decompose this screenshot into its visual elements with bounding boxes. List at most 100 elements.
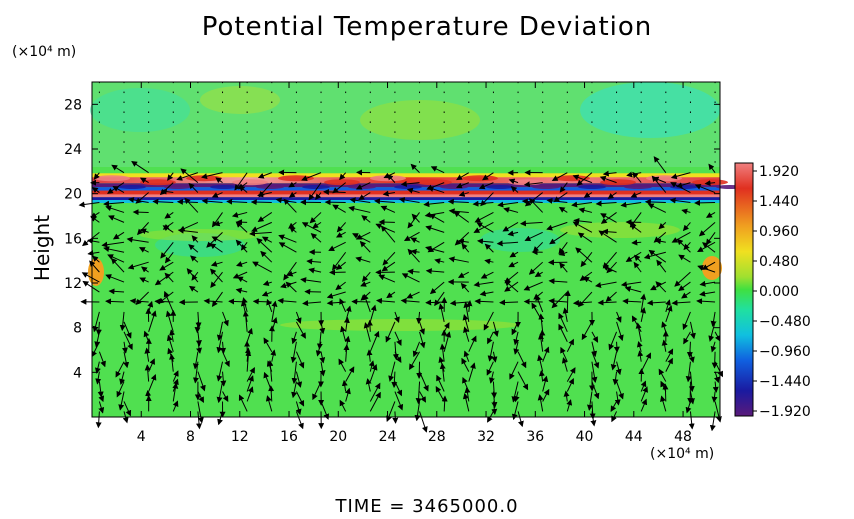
wind-vector — [517, 351, 527, 369]
wind-vector — [678, 281, 691, 292]
wind-vector — [682, 311, 691, 331]
wind-vector — [197, 401, 204, 424]
field-band-wave — [462, 175, 498, 182]
wind-vector — [288, 181, 297, 188]
wind-vector — [277, 297, 297, 304]
wind-vector — [670, 172, 691, 180]
x-tick-label: 44 — [625, 429, 643, 445]
wind-vector — [509, 251, 519, 258]
wind-vector — [288, 191, 297, 198]
wind-vector — [558, 323, 568, 342]
wind-vector — [295, 351, 305, 369]
wind-vector — [119, 371, 125, 385]
wind-vector — [107, 254, 125, 263]
wind-vector — [383, 172, 396, 179]
colorbar-label: 1.440 — [759, 194, 799, 210]
wind-vector — [705, 212, 716, 218]
wind-vector — [188, 182, 199, 193]
wind-vector — [265, 395, 273, 412]
wind-vector — [462, 376, 470, 392]
wind-vector — [660, 395, 667, 412]
wind-vector — [462, 313, 470, 332]
wind-vector — [312, 221, 322, 229]
wind-vector — [532, 241, 544, 253]
wind-vector — [256, 238, 273, 253]
colorbar-label: −1.920 — [759, 404, 811, 420]
wind-vector — [252, 261, 273, 273]
wind-vector — [319, 361, 326, 377]
wind-vector — [222, 391, 229, 403]
wind-vector — [341, 379, 348, 392]
wind-vector — [507, 230, 519, 237]
wind-vector — [622, 298, 642, 305]
wind-vector — [572, 174, 593, 184]
wind-vector — [349, 197, 371, 204]
field-band — [92, 194, 720, 198]
wind-vector — [558, 241, 568, 255]
wind-vector — [148, 373, 157, 392]
wind-vector — [191, 271, 199, 281]
wind-vector — [602, 170, 617, 177]
wind-vector — [98, 351, 106, 368]
wind-vector — [561, 357, 568, 372]
wind-vector — [366, 319, 373, 332]
wind-vector — [82, 280, 100, 293]
wind-vector — [468, 362, 476, 382]
wind-vector — [524, 192, 543, 207]
x-axis-ticks: 4 8 12 16 20 24 28 32 36 40 44 48 — [137, 82, 692, 445]
wind-vector — [697, 241, 716, 252]
wind-vector — [252, 298, 272, 305]
wind-vector — [355, 231, 371, 240]
field-band-wave — [600, 179, 636, 186]
time-label: TIME = 3465000.0 — [335, 496, 519, 517]
wind-vector — [336, 222, 347, 233]
wind-vector — [115, 361, 125, 378]
wind-vector — [711, 351, 718, 369]
wind-vector — [686, 341, 693, 359]
wind-vector — [631, 315, 642, 333]
wind-vector — [141, 266, 149, 273]
wind-vector — [388, 361, 396, 382]
wind-vector — [712, 381, 719, 393]
wind-vector — [625, 251, 642, 263]
wind-vector — [222, 311, 229, 327]
wind-vector — [415, 311, 422, 325]
colorbar-label: −0.480 — [759, 314, 811, 330]
wind-vector — [381, 261, 396, 272]
wind-vector — [656, 259, 667, 273]
wind-vector — [394, 311, 400, 324]
wind-vector — [548, 278, 568, 285]
wind-vector — [699, 280, 716, 287]
wind-vector — [497, 201, 519, 208]
wind-vector — [123, 401, 132, 417]
wind-vector — [360, 291, 371, 301]
wind-vector — [487, 341, 494, 362]
wind-vector — [210, 261, 223, 267]
wind-vector — [616, 311, 622, 323]
colorbar-label: 1.920 — [759, 164, 799, 180]
wind-vector — [270, 349, 277, 362]
wind-vector — [648, 249, 667, 263]
field-band-wave — [164, 184, 192, 189]
wind-vector — [694, 199, 716, 206]
y-tick-label: 16 — [64, 231, 82, 247]
wind-vector — [633, 254, 642, 263]
wind-vector — [291, 331, 298, 345]
wind-vector — [669, 197, 691, 204]
wind-vector — [551, 291, 568, 309]
wind-vector — [92, 255, 100, 263]
wind-vector — [484, 243, 494, 253]
wind-vector — [694, 183, 716, 194]
wind-vector — [460, 282, 470, 293]
wind-vector — [241, 297, 248, 313]
wind-vector — [427, 241, 445, 253]
wind-vector — [216, 361, 224, 382]
wind-vector — [473, 281, 494, 288]
wind-vector — [488, 371, 495, 384]
wind-vector — [246, 327, 253, 342]
wind-vector — [665, 357, 673, 372]
field-band-wave — [210, 184, 238, 189]
wind-vector — [295, 321, 306, 339]
wind-vector — [211, 291, 223, 308]
wind-vector — [369, 364, 378, 382]
